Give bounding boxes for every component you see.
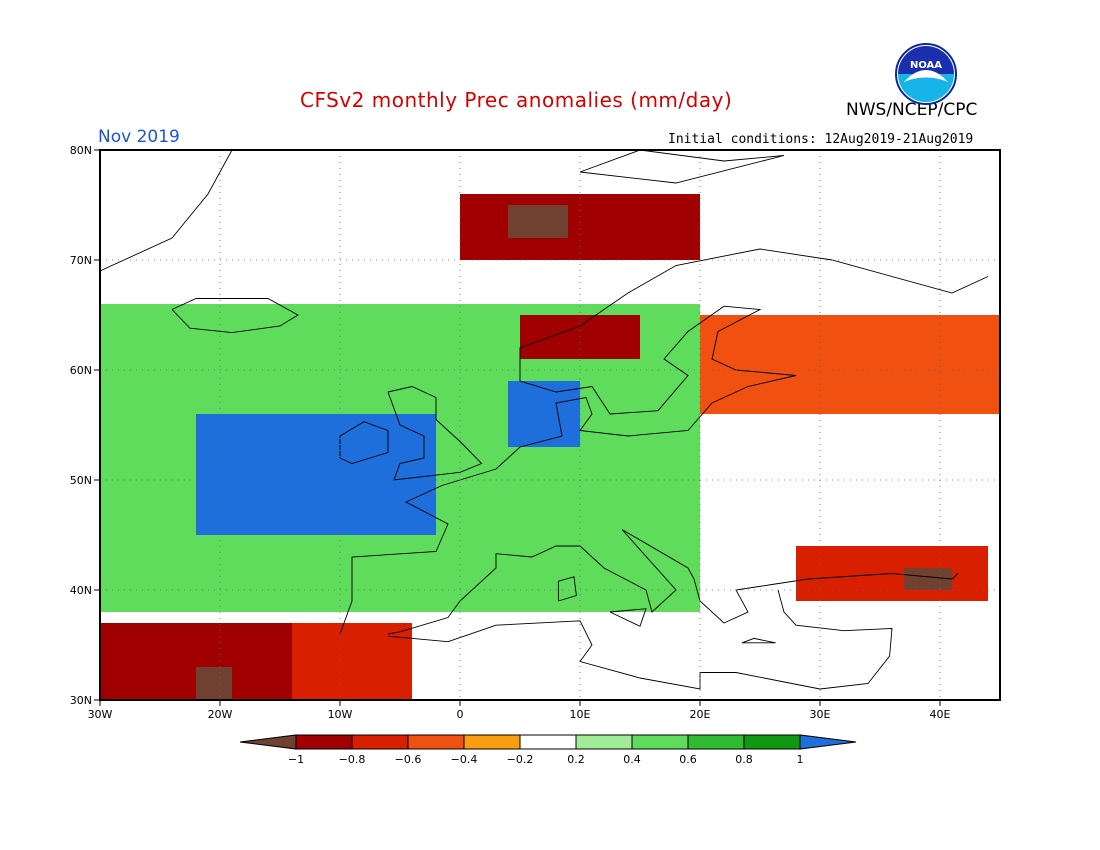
chart-title: CFSv2 monthly Prec anomalies (mm/day) [300,88,733,112]
longitude-tick-label: 40E [930,708,951,721]
anomaly-region-dry-extreme [904,568,952,590]
longitude-tick-label: 20E [690,708,711,721]
legend-tick-label: −0.2 [507,753,534,766]
coastline-segment [171,298,299,334]
coastline-segment [609,608,647,627]
latitude-tick-label: 80N [70,144,92,157]
latitude-tick-label: 70N [70,254,92,267]
anomaly-region-dry [460,194,700,260]
legend-color-box [631,734,689,750]
legend-tick-label: 0.6 [679,753,697,766]
legend-color-box [295,734,353,750]
legend-tick-label: 0.2 [567,753,585,766]
anomaly-region-wet-strong [508,381,580,447]
coastlines [100,150,989,690]
longitude-tick-label: 30E [810,708,831,721]
legend-color-box [519,734,577,750]
anomaly-field [100,194,1000,700]
forecast-month-label: Nov 2019 [98,127,180,147]
legend-tick-label: −0.6 [395,753,422,766]
legend-color-box [351,734,409,750]
noaa-logo-icon: NOAA [895,43,957,105]
coastline-segment [100,150,233,272]
coastline-segment [387,386,483,481]
legend-arrow-low [239,734,297,750]
anomaly-region-dry [700,315,1000,414]
color-legend: −1 −0.8 −0.6 −0.4 −0.2 0.2 0.4 0.6 0.8 1 [239,734,857,766]
longitude-tick-label: 10E [570,708,591,721]
anomaly-region-dry-extreme [196,667,232,700]
legend-tick-label: 0.8 [735,753,753,766]
coastline-segment [741,637,776,644]
latitude-tick-label: 30N [70,694,92,707]
graticule [100,150,1000,700]
svg-text:NOAA: NOAA [910,60,942,71]
legend-tick-label: −1 [288,753,304,766]
legend-tick-label: −0.4 [451,753,478,766]
coastline-segment [387,589,893,690]
latitude-tick-label: 40N [70,584,92,597]
anomaly-region-dry-extreme [508,205,568,238]
legend-tick-label: −0.8 [339,753,366,766]
legend-color-box [687,734,745,750]
latitude-tick-label: 50N [70,474,92,487]
legend-color-box [743,734,801,750]
agency-label: NWS/NCEP/CPC [846,100,978,120]
longitude-tick-label: 0 [457,708,464,721]
latitude-tick-label: 60N [70,364,92,377]
anomaly-region-dry [292,623,412,700]
anomaly-region-wet-strong [196,414,436,535]
longitude-tick-label: 30W [88,708,113,721]
legend-color-box [575,734,633,750]
coastline-segment [579,150,785,184]
coastline-segment [557,576,577,602]
initial-conditions-label: Initial conditions: 12Aug2019-21Aug2019 [668,132,974,147]
legend-tick-label: 1 [797,753,804,766]
legend-tick-label: 0.4 [623,753,641,766]
coastline-segment [339,421,389,464]
map-frame [99,149,1001,701]
legend-arrow-high [799,734,857,750]
longitude-tick-label: 10W [328,708,353,721]
legend-color-box [407,734,465,750]
legend-color-box [463,734,521,750]
longitude-tick-label: 20W [208,708,233,721]
